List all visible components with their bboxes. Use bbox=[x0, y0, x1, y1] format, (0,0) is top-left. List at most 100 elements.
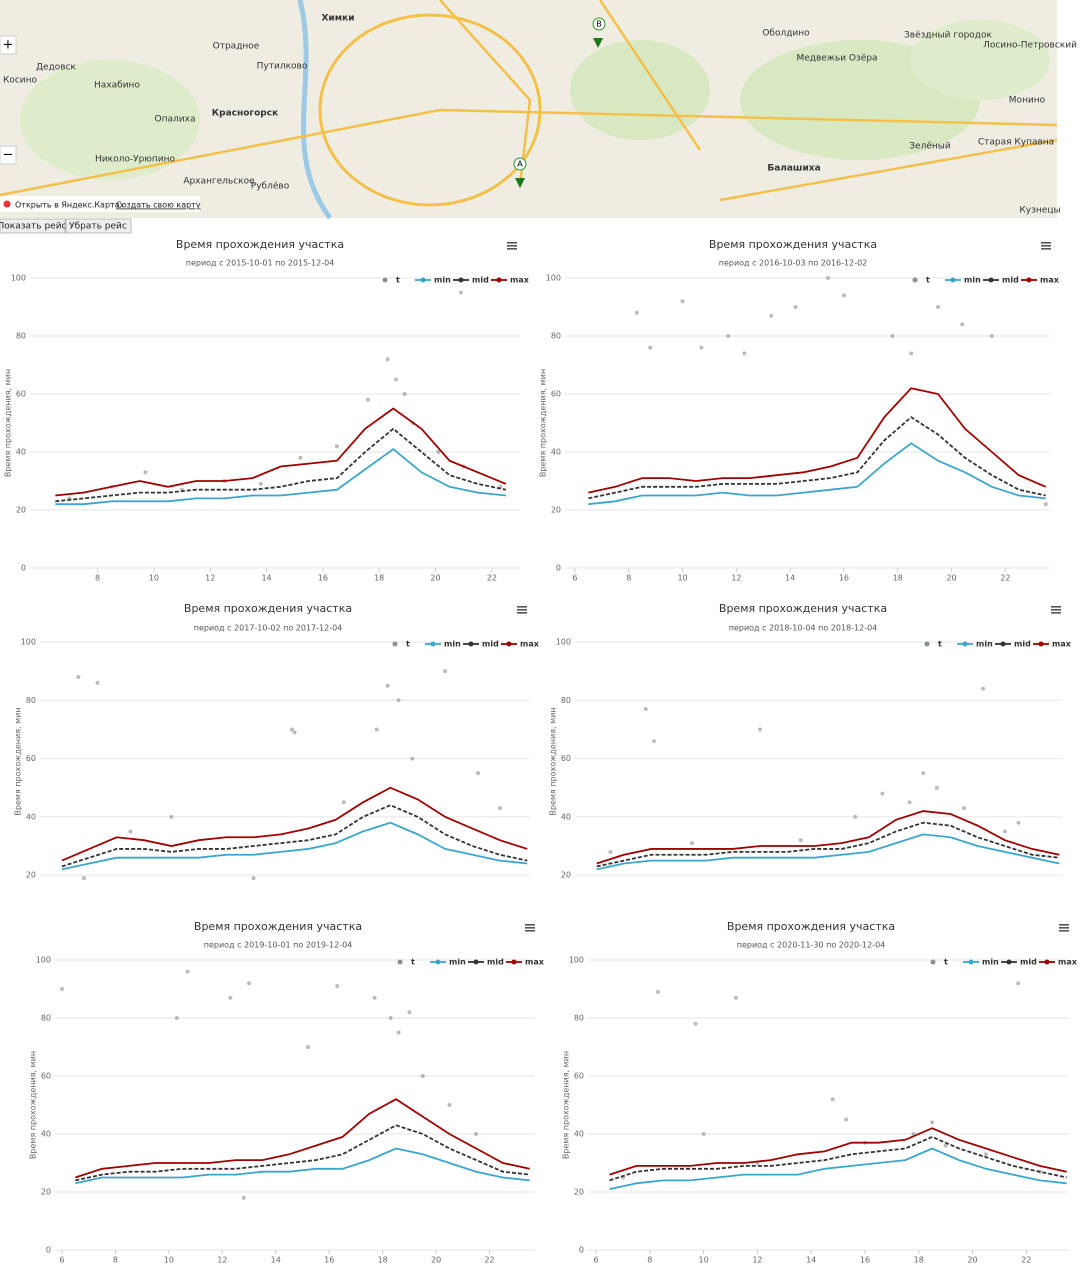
chart: Время прохождения участка период с 2017-1… bbox=[14, 602, 540, 881]
scatter-point bbox=[365, 397, 370, 402]
legend-marker bbox=[420, 277, 426, 283]
scatter-point bbox=[930, 1120, 935, 1125]
series-line bbox=[609, 1147, 1067, 1190]
legend-marker bbox=[506, 641, 512, 647]
x-tick-label: 18 bbox=[374, 574, 384, 583]
scatter-point bbox=[1016, 820, 1021, 825]
y-tick-label: 60 bbox=[561, 754, 571, 763]
x-tick-label: 14 bbox=[785, 574, 795, 583]
map-label: Опалиха bbox=[155, 115, 196, 125]
chart-title: Время прохождения участка bbox=[176, 238, 344, 251]
marker-b-circle bbox=[592, 17, 606, 31]
scatter-point bbox=[844, 1117, 849, 1122]
scatter-point bbox=[305, 1045, 310, 1049]
y-tick-label: 80 bbox=[41, 1014, 51, 1023]
series-line bbox=[61, 821, 528, 871]
pin-icon bbox=[3, 200, 11, 208]
x-tick-label: 18 bbox=[914, 1256, 924, 1265]
scatter-point bbox=[983, 1152, 988, 1157]
chart-title: Время прохождения участка bbox=[709, 238, 877, 251]
y-tick-label: 80 bbox=[551, 332, 561, 341]
x-tick-label: 10 bbox=[164, 1256, 174, 1265]
scatter-point bbox=[643, 707, 648, 712]
open-link[interactable]: Открыть в Яндекс.Картах bbox=[15, 201, 125, 210]
scatter-point bbox=[447, 1103, 452, 1107]
scatter-point bbox=[289, 727, 294, 732]
menu-bar bbox=[1051, 606, 1061, 608]
legend-label: t bbox=[406, 640, 410, 649]
map-label: Старая Купавна bbox=[978, 138, 1054, 148]
series-line bbox=[596, 810, 1060, 865]
menu-button[interactable] bbox=[517, 606, 527, 614]
forest bbox=[570, 40, 710, 140]
legend-label: t bbox=[944, 958, 948, 967]
chart-subtitle: период с 2018-10-04 по 2018-12-04 bbox=[729, 624, 878, 633]
legend-marker bbox=[473, 959, 479, 965]
scatter-point bbox=[396, 1030, 401, 1035]
scatter-point bbox=[388, 1016, 393, 1020]
legend-marker bbox=[1026, 277, 1032, 283]
legend-marker bbox=[392, 641, 398, 647]
menu-button[interactable] bbox=[525, 924, 535, 932]
y-tick-label: 100 bbox=[21, 638, 36, 647]
menu-button[interactable] bbox=[507, 242, 517, 250]
x-tick-label: 18 bbox=[378, 1256, 388, 1265]
road bbox=[598, 0, 702, 151]
scatter-point bbox=[651, 739, 656, 744]
y-axis-label: Время прохождения, мин bbox=[562, 1051, 571, 1159]
scatter-point bbox=[76, 674, 81, 679]
legend-marker bbox=[1006, 959, 1012, 965]
scatter-point bbox=[1043, 502, 1048, 507]
x-tick-label: 14 bbox=[271, 1256, 281, 1265]
legend-label: max bbox=[510, 276, 530, 285]
series-line bbox=[61, 804, 528, 868]
legend-marker bbox=[468, 641, 474, 647]
chart-subtitle: период с 2019-10-01 по 2019-12-04 bbox=[204, 941, 353, 950]
scatter-point bbox=[292, 730, 297, 735]
scatter-point bbox=[907, 800, 912, 805]
scatter-point bbox=[1016, 981, 1021, 986]
x-tick-label: 20 bbox=[431, 1256, 441, 1265]
x-tick-label: 16 bbox=[839, 574, 849, 583]
map-links-bg bbox=[0, 196, 200, 212]
scatter-point bbox=[758, 727, 763, 732]
y-tick-label: 100 bbox=[556, 638, 571, 647]
hide-button[interactable] bbox=[65, 218, 132, 234]
x-tick-label: 12 bbox=[205, 574, 215, 583]
create-link[interactable]: Создать свою карту bbox=[116, 201, 201, 210]
show-button[interactable] bbox=[0, 218, 66, 234]
menu-bar bbox=[1041, 245, 1051, 247]
x-tick-label: 10 bbox=[677, 574, 687, 583]
hide-button-label: Убрать рейс bbox=[69, 222, 127, 232]
scatter-point bbox=[335, 984, 340, 989]
legend-marker bbox=[430, 641, 436, 647]
marker-a[interactable] bbox=[515, 178, 525, 188]
y-tick-label: 40 bbox=[574, 1130, 584, 1139]
y-tick-label: 40 bbox=[26, 812, 36, 821]
map[interactable]: + − A B Открыть в Яндекс.Картах Создать … bbox=[0, 0, 1058, 220]
zoom-out[interactable] bbox=[0, 145, 17, 165]
menu-button[interactable] bbox=[1041, 242, 1051, 250]
map-label: Медвежьи Озёра bbox=[796, 54, 877, 64]
legend-marker bbox=[382, 277, 388, 283]
zoom-in[interactable] bbox=[0, 35, 17, 55]
map-label: Дедовск bbox=[36, 63, 77, 73]
mkad bbox=[318, 13, 542, 207]
menu-button[interactable] bbox=[1051, 606, 1061, 614]
x-tick-label: 16 bbox=[318, 574, 328, 583]
scatter-point bbox=[372, 995, 377, 1000]
scatter-point bbox=[59, 987, 64, 991]
menu-button[interactable] bbox=[1059, 924, 1069, 932]
series-line bbox=[75, 1098, 530, 1179]
y-tick-label: 60 bbox=[16, 390, 26, 399]
x-tick-label: 12 bbox=[217, 1256, 227, 1265]
marker-b[interactable] bbox=[593, 38, 603, 48]
y-tick-label: 80 bbox=[574, 1014, 584, 1023]
y-tick-label: 20 bbox=[574, 1188, 584, 1197]
y-tick-label: 0 bbox=[579, 1246, 584, 1255]
menu-bar bbox=[1041, 248, 1051, 250]
menu-bar bbox=[517, 609, 527, 611]
legend-marker bbox=[511, 959, 517, 965]
legend-label: mid bbox=[487, 958, 504, 967]
scatter-point bbox=[989, 334, 994, 338]
